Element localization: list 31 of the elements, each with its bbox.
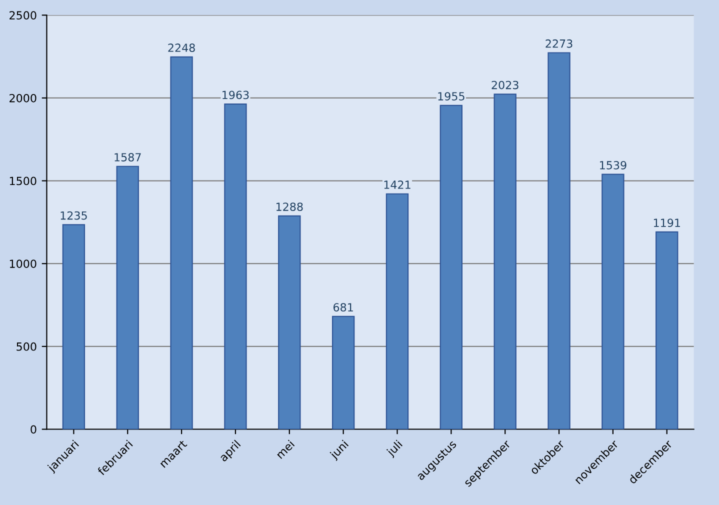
bar [548, 52, 570, 430]
data-label: 2273 [546, 39, 572, 48]
bar [224, 104, 247, 430]
y-tick-label: 2000 [10, 94, 36, 102]
bar [440, 104, 463, 430]
y-tick-label: 500 [16, 342, 36, 351]
bar [278, 215, 301, 430]
x-tick-label: juli [386, 440, 404, 458]
bar [386, 193, 409, 430]
data-label: 1539 [600, 160, 626, 170]
bar [656, 231, 678, 430]
bar [116, 166, 139, 430]
data-label: 2023 [492, 80, 518, 90]
data-label: 2248 [168, 44, 195, 52]
data-label: 1955 [438, 92, 464, 100]
y-tick-label: 1500 [10, 176, 36, 186]
bar [62, 224, 86, 430]
data-label: 681 [333, 303, 353, 312]
bar [494, 94, 516, 430]
data-label: 1421 [384, 180, 410, 189]
data-label: 1963 [222, 90, 249, 100]
bar [170, 56, 193, 430]
data-label: 1235 [60, 211, 87, 220]
y-tick-label: 1000 [10, 260, 36, 268]
bar [332, 316, 355, 430]
bar [602, 174, 624, 430]
data-label: 1191 [654, 218, 680, 228]
y-tick-label: 0 [30, 425, 36, 434]
data-label: 1587 [114, 153, 141, 162]
y-tick-label: 2500 [10, 11, 36, 20]
data-label: 1288 [276, 202, 303, 211]
